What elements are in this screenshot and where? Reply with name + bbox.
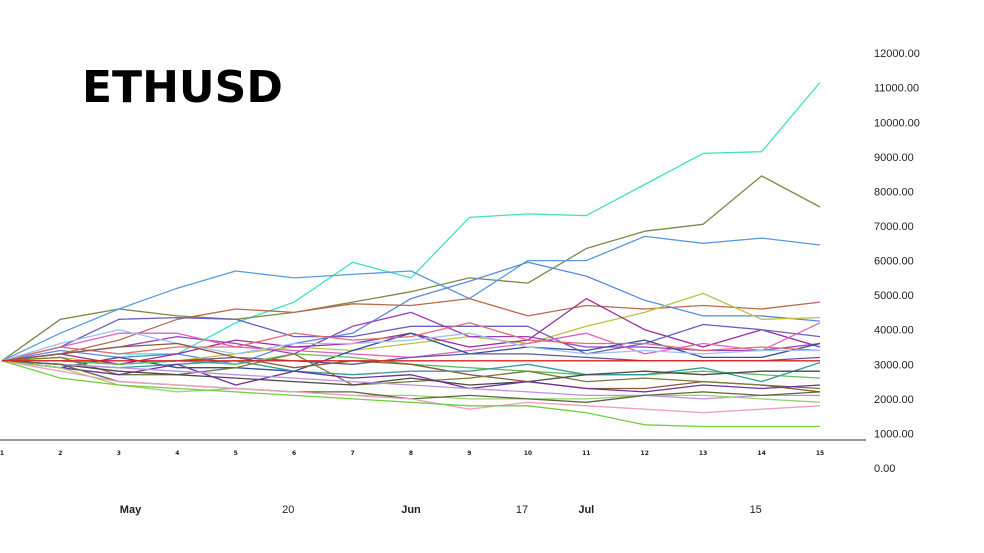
series-line-8: [1, 316, 821, 362]
series-line-18: [1, 353, 821, 390]
y-tick-label: 3000.00: [874, 359, 914, 371]
x-tick-label: 9: [467, 450, 471, 457]
y-tick-label: 9000.00: [874, 152, 914, 164]
series-line-21: [1, 360, 820, 400]
series-line-19: [1, 360, 820, 386]
x-month-label: 15: [750, 504, 762, 516]
series-line-12: [1, 322, 821, 362]
x-axis-tick-labels: 1 2 3 4 5 6 7 8 9 10 11 12 13 14 15: [0, 450, 824, 457]
x-tick-label: 10: [524, 450, 532, 457]
series-line-22: [1, 360, 821, 403]
series-line-16: [1, 342, 821, 393]
series-line-2: [1, 175, 821, 362]
y-tick-label: 7000.00: [874, 221, 914, 233]
y-tick-label: 8000.00: [874, 186, 914, 198]
x-month-label: 20: [282, 504, 294, 516]
x-tick-label: 15: [816, 450, 824, 457]
x-tick-label: 2: [58, 450, 62, 457]
x-tick-label: 1: [0, 450, 4, 457]
x-month-label: Jul: [578, 504, 594, 516]
y-tick-label: 10000.00: [874, 117, 920, 129]
series-line-13: [1, 329, 820, 362]
x-month-label: Jun: [401, 504, 421, 516]
x-tick-label: 13: [699, 450, 707, 457]
x-tick-label: 8: [409, 450, 413, 457]
x-tick-label: 12: [641, 450, 649, 457]
series-line-1: [1, 82, 821, 362]
series-line-3: [1, 235, 821, 362]
chart-title: ETHUSD: [82, 62, 283, 113]
x-month-label: May: [120, 504, 142, 516]
x-tick-label: 7: [351, 450, 355, 457]
series-line-20: [1, 360, 821, 393]
series-line-25: [1, 360, 820, 428]
x-tick-label: 6: [292, 450, 296, 457]
x-axis-month-labels: May 20 Jun 17 Jul 15: [120, 504, 762, 516]
y-tick-label: 1000.00: [874, 428, 914, 440]
y-tick-label: 12000.00: [874, 48, 920, 60]
y-tick-label: 6000.00: [874, 256, 914, 268]
series-line-4: [1, 261, 821, 365]
series-line-11: [1, 332, 821, 372]
series-line-24: [1, 360, 821, 414]
series-line-5: [1, 297, 821, 362]
series-line-9: [1, 311, 821, 362]
y-tick-label: 11000.00: [874, 83, 919, 95]
y-tick-label: 5000.00: [874, 290, 914, 302]
x-tick-label: 11: [582, 450, 590, 457]
series-line-17: [1, 360, 821, 383]
y-tick-label: 4000.00: [874, 325, 914, 337]
x-tick-label: 4: [175, 450, 179, 457]
y-axis-tick-labels: 0.00 1000.00 2000.00 3000.00 4000.00 5000.00 6…: [874, 48, 920, 475]
x-tick-label: 3: [117, 450, 121, 457]
series-layer: [1, 82, 821, 428]
x-tick-label: 14: [757, 450, 765, 457]
y-tick-label: 2000.00: [874, 394, 914, 406]
x-month-label: 17: [516, 504, 528, 516]
x-tick-label: 5: [234, 450, 238, 457]
y-tick-label: 0.00: [874, 463, 895, 475]
